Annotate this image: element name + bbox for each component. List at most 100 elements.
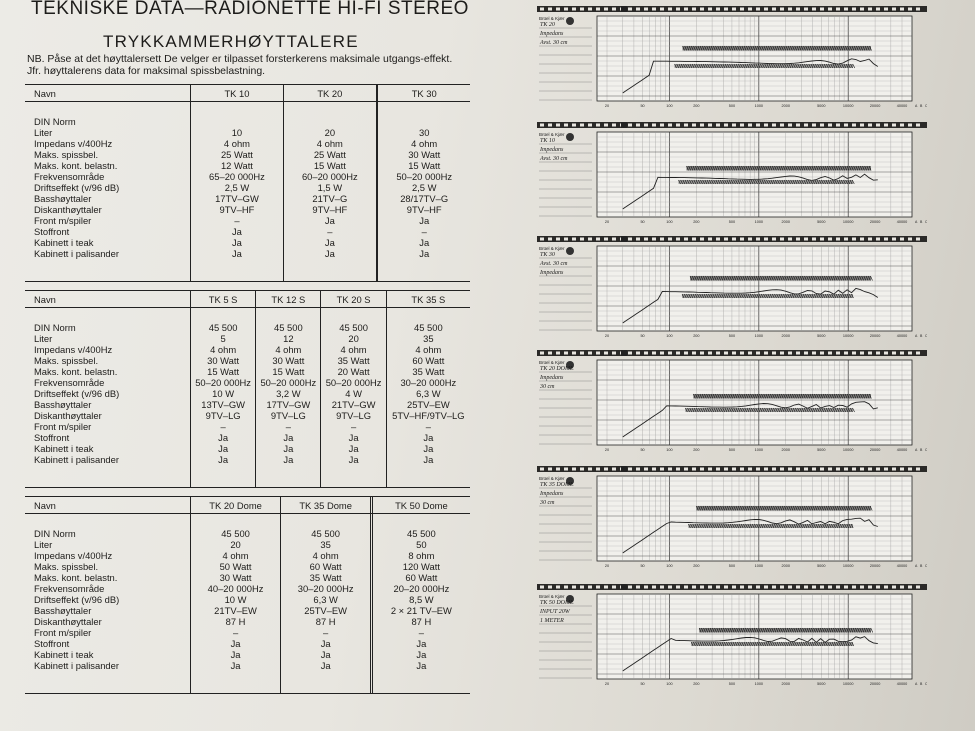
chart-tick-label: 200 bbox=[693, 564, 699, 568]
frequency-response-chart: Brüel & Kjær TK 10 Impedans Avst. 30 cm 20 50… bbox=[537, 122, 927, 230]
table-cell: 15 Watt bbox=[189, 366, 256, 377]
table-row: Front m/spiler – Ja Ja bbox=[25, 215, 470, 226]
chart-handwriting: Avst. 30 cm bbox=[539, 261, 568, 267]
column-header: TK 20 Dome bbox=[189, 496, 281, 514]
table-cell: 30 Watt bbox=[189, 572, 281, 583]
chart-tick-label: 5000 bbox=[817, 334, 825, 338]
table-cell: Ja bbox=[385, 454, 470, 465]
row-label: Kabinett i teak bbox=[34, 443, 94, 454]
table-cell bbox=[370, 671, 373, 694]
row-label: Kabinett i palisander bbox=[34, 248, 119, 259]
table-cell: 15 Watt bbox=[377, 160, 470, 171]
table-cell: 4 ohm bbox=[377, 138, 470, 149]
bk-logo-icon bbox=[566, 17, 574, 25]
chart-tick-label: 1000 bbox=[755, 104, 763, 108]
frequency-response-chart: Brüel & Kjær TK 20 Impedans Avst. 30 cm 20 50… bbox=[537, 6, 927, 114]
impedance-curve bbox=[622, 636, 878, 672]
table-cell: – bbox=[255, 421, 321, 432]
chart-tick-label: 2000 bbox=[782, 448, 790, 452]
table-cell: 4 ohm bbox=[255, 344, 321, 355]
table-cell bbox=[370, 528, 373, 539]
table-cell bbox=[371, 671, 470, 694]
chart-tick-label: 500 bbox=[729, 564, 735, 568]
table-cell: Ja bbox=[280, 649, 371, 660]
table-cell: 45 500 bbox=[189, 528, 281, 539]
row-label: Maks. spissbel. bbox=[34, 149, 99, 160]
response-band bbox=[686, 166, 872, 171]
table-row: Kabinett i palisander Ja Ja Ja Ja bbox=[25, 454, 470, 465]
table-row: Driftseffekt (v/96 dB) 10 W 6,3 W 8,5 W bbox=[25, 594, 470, 605]
table-cell bbox=[375, 215, 378, 226]
table-cell: 50–20 000Hz bbox=[255, 377, 321, 388]
chart-tick-label: 20000 bbox=[870, 104, 881, 108]
table-cell bbox=[370, 583, 373, 594]
table-cell: 28/17TV–G bbox=[377, 193, 470, 204]
table-cell: Ja bbox=[371, 638, 470, 649]
table-row: Frekvensområde 65–20 000Hz 60–20 000Hz 50–2… bbox=[25, 171, 470, 182]
table-cell: 9TV–HF bbox=[190, 204, 284, 215]
table-cell: – bbox=[385, 421, 470, 432]
table-cell: 25 Watt bbox=[282, 149, 377, 160]
table-cell: 15 Watt bbox=[282, 160, 377, 171]
table-cell bbox=[255, 307, 321, 322]
table-row: Maks. kont. belastn. 30 Watt 35 Watt 60 Wat… bbox=[25, 572, 470, 583]
chart-tick-label: 5000 bbox=[817, 104, 825, 108]
table-cell: 21TV–G bbox=[282, 193, 377, 204]
frequency-response-chart: Brüel & Kjær TK 50 DOME INPUT 20W 1 METER 20… bbox=[537, 584, 927, 692]
table-cell: Ja bbox=[385, 432, 470, 443]
chart-tick-label: 1000 bbox=[755, 334, 763, 338]
response-band bbox=[682, 294, 854, 298]
table-cell: 13TV–GW bbox=[189, 399, 256, 410]
table-cell bbox=[375, 160, 378, 171]
chart-handwriting: Avst. 30 cm bbox=[539, 40, 568, 46]
table-cell bbox=[190, 116, 284, 127]
chart-handwriting: 30 cm bbox=[539, 384, 555, 390]
chart-tick-label: 500 bbox=[729, 682, 735, 686]
table-cell: 30 Watt bbox=[377, 149, 470, 160]
table-cell: 45 500 bbox=[189, 322, 256, 333]
table-cell: 35 Watt bbox=[320, 355, 387, 366]
chart-grid bbox=[596, 15, 913, 102]
weighting-letter: B bbox=[920, 334, 923, 338]
chart-handwriting: Avst. 30 cm bbox=[539, 156, 568, 162]
table-cell: – bbox=[282, 226, 377, 237]
table-cell bbox=[370, 594, 373, 605]
chart-tick-label: 200 bbox=[693, 334, 699, 338]
table-cell: 40–20 000Hz bbox=[189, 583, 281, 594]
impedance-curve bbox=[622, 173, 878, 210]
chart-tick-label: 20000 bbox=[870, 564, 881, 568]
table-spacer-row bbox=[25, 307, 470, 322]
table-cell: Ja bbox=[189, 443, 256, 454]
table-row: Kabinett i teak Ja Ja Ja bbox=[25, 237, 470, 248]
table-cell bbox=[280, 513, 371, 528]
row-label: Front m/spiler bbox=[34, 215, 92, 226]
chart-tick-label: 5000 bbox=[817, 682, 825, 686]
chart-tick-label: 5000 bbox=[817, 448, 825, 452]
table-cell bbox=[377, 259, 470, 282]
chart-tick-label: 40000 bbox=[897, 564, 908, 568]
table-cell: 2,5 W bbox=[377, 182, 470, 193]
table-cell bbox=[189, 671, 281, 694]
row-label: Liter bbox=[34, 539, 53, 550]
table-cell bbox=[375, 138, 378, 149]
table-cell: Ja bbox=[255, 432, 321, 443]
table-cell bbox=[385, 307, 470, 322]
chart-tick-label: 2000 bbox=[782, 104, 790, 108]
table-cell: 30–20 000Hz bbox=[280, 583, 371, 594]
chart-tick-label: 40000 bbox=[897, 682, 908, 686]
row-label: Stoffront bbox=[34, 432, 70, 443]
table-header-row: Navn TK 5 S TK 12 S TK 20 S TK 35 S bbox=[25, 290, 470, 308]
spec-table-tk-dome: Navn TK 20 Dome TK 35 Dome TK 50 Dome DIN No… bbox=[25, 496, 470, 694]
chart-tick-label: 20000 bbox=[870, 448, 881, 452]
table-cell: 25 Watt bbox=[190, 149, 284, 160]
chart-tick-label: 500 bbox=[729, 220, 735, 224]
row-label: Liter bbox=[34, 127, 53, 138]
table-cell: – bbox=[280, 627, 371, 638]
table-row: Basshøyttaler 13TV–GW 17TV–GW 21TV–GW 25TV–E… bbox=[25, 399, 470, 410]
table-cell bbox=[370, 638, 373, 649]
column-header: TK 5 S bbox=[189, 290, 256, 308]
chart-tick-label: 50 bbox=[640, 220, 644, 224]
row-label bbox=[25, 465, 191, 488]
table-cell bbox=[375, 259, 378, 282]
